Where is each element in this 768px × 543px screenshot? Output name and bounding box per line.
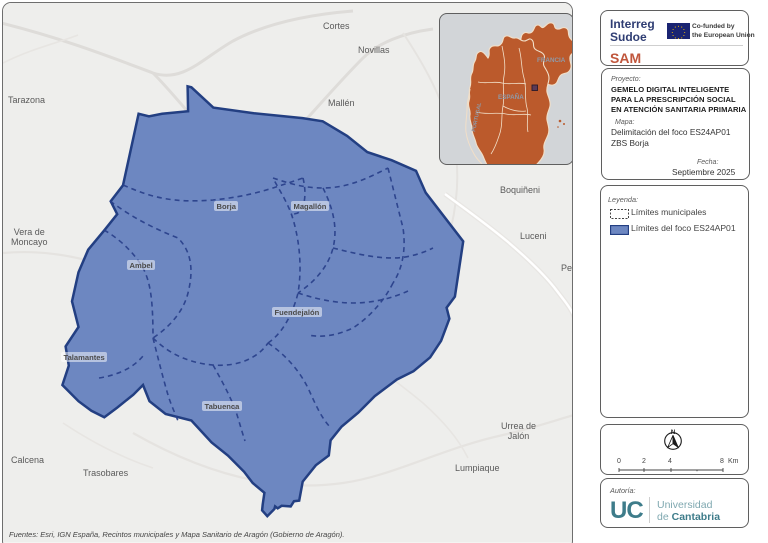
svg-text:Km: Km bbox=[728, 458, 739, 465]
svg-text:4: 4 bbox=[668, 458, 672, 465]
svg-text:N: N bbox=[671, 430, 675, 436]
svg-text:2: 2 bbox=[642, 458, 646, 465]
svg-text:8: 8 bbox=[720, 458, 724, 465]
svg-text:FRANCIA: FRANCIA bbox=[537, 57, 566, 64]
svg-text:ESPAÑA: ESPAÑA bbox=[498, 92, 524, 101]
svg-text:0: 0 bbox=[617, 458, 621, 465]
